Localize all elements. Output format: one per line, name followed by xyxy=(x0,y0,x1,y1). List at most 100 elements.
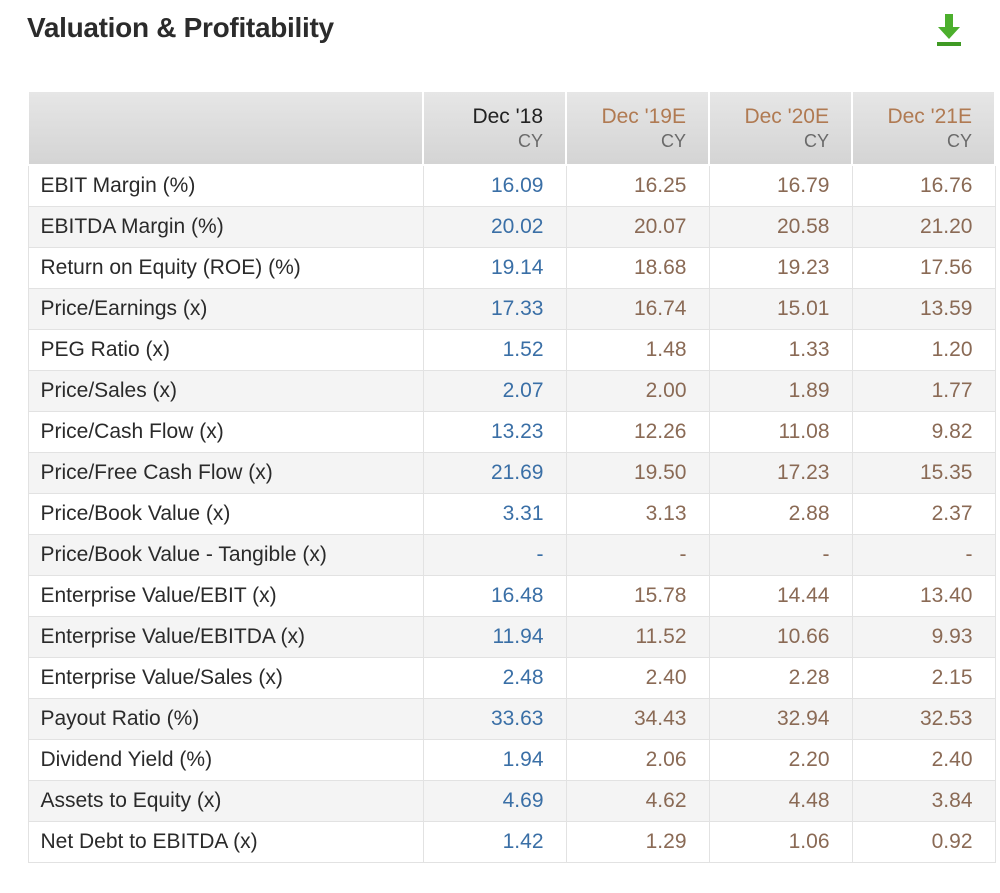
row-label: Dividend Yield (%) xyxy=(27,739,424,781)
table-cell: 11.94 xyxy=(422,616,567,658)
row-label: Price/Book Value (x) xyxy=(27,493,424,535)
table-cell: 14.44 xyxy=(708,575,853,617)
table-cell: - xyxy=(565,534,710,576)
table-cell: 19.50 xyxy=(565,452,710,494)
column-header: Dec '20E CY xyxy=(708,92,853,166)
row-label: Payout Ratio (%) xyxy=(27,698,424,740)
table-cell: 9.82 xyxy=(851,411,996,453)
table-cell: 13.40 xyxy=(851,575,996,617)
table-cell: 2.40 xyxy=(565,657,710,699)
download-arrow-icon xyxy=(937,14,961,46)
table-cell: 3.84 xyxy=(851,780,996,822)
table-cell: 13.23 xyxy=(422,411,567,453)
row-label: Price/Sales (x) xyxy=(27,370,424,412)
table-cell: 2.15 xyxy=(851,657,996,699)
table-row: Price/Book Value - Tangible (x) - - - - xyxy=(27,534,996,576)
table-cell: 20.58 xyxy=(708,206,853,248)
table-cell: 1.48 xyxy=(565,329,710,371)
table-cell: 18.68 xyxy=(565,247,710,289)
table-cell: 15.01 xyxy=(708,288,853,330)
table-row: Enterprise Value/EBIT (x) 16.48 15.78 14.44… xyxy=(27,575,996,617)
column-period: Dec '20E xyxy=(744,105,829,128)
table-cell: 19.14 xyxy=(422,247,567,289)
table-cell: - xyxy=(851,534,996,576)
row-label: Price/Cash Flow (x) xyxy=(27,411,424,453)
table-cell: 2.07 xyxy=(422,370,567,412)
row-label: PEG Ratio (x) xyxy=(27,329,424,371)
table-cell: - xyxy=(708,534,853,576)
table-cell: 0.92 xyxy=(851,821,996,863)
table-cell: 1.33 xyxy=(708,329,853,371)
table-row: Dividend Yield (%) 1.94 2.06 2.20 2.40 xyxy=(27,739,996,781)
table-row: Enterprise Value/EBITDA (x) 11.94 11.52 10.… xyxy=(27,616,996,658)
table-row: Price/Book Value (x) 3.31 3.13 2.88 2.37 xyxy=(27,493,996,535)
table-cell: 16.74 xyxy=(565,288,710,330)
table-cell: - xyxy=(422,534,567,576)
row-label: Price/Earnings (x) xyxy=(27,288,424,330)
column-basis: CY xyxy=(803,131,829,151)
table-cell: 21.20 xyxy=(851,206,996,248)
valuation-table: Dec '18 CY Dec '19E CY Dec '20E CY Dec '21E CY … xyxy=(27,92,996,863)
table-row: EBIT Margin (%) 16.09 16.25 16.79 16.76 xyxy=(27,164,996,207)
row-label: Enterprise Value/Sales (x) xyxy=(27,657,424,699)
table-cell: 11.52 xyxy=(565,616,710,658)
table-cell: 15.78 xyxy=(565,575,710,617)
row-label: EBITDA Margin (%) xyxy=(27,206,424,248)
table-cell: 1.52 xyxy=(422,329,567,371)
row-label: Net Debt to EBITDA (x) xyxy=(27,821,424,863)
table-row: EBITDA Margin (%) 20.02 20.07 20.58 21.20 xyxy=(27,206,996,248)
table-cell: 2.00 xyxy=(565,370,710,412)
table-row: Net Debt to EBITDA (x) 1.42 1.29 1.06 0.92 xyxy=(27,821,996,863)
table-cell: 1.29 xyxy=(565,821,710,863)
column-basis: CY xyxy=(517,131,543,151)
table-cell: 3.13 xyxy=(565,493,710,535)
table-cell: 19.23 xyxy=(708,247,853,289)
page-title: Valuation & Profitability xyxy=(27,12,334,43)
table-cell: 20.07 xyxy=(565,206,710,248)
row-label: Price/Book Value - Tangible (x) xyxy=(27,534,424,576)
column-basis: CY xyxy=(660,131,686,151)
table-cell: 2.37 xyxy=(851,493,996,535)
table-cell: 1.77 xyxy=(851,370,996,412)
table-row: PEG Ratio (x) 1.52 1.48 1.33 1.20 xyxy=(27,329,996,371)
table-cell: 1.42 xyxy=(422,821,567,863)
table-cell: 2.28 xyxy=(708,657,853,699)
table-cell: 3.31 xyxy=(422,493,567,535)
header-corner xyxy=(27,92,424,166)
column-header: Dec '18 CY xyxy=(422,92,567,166)
table-row: Assets to Equity (x) 4.69 4.62 4.48 3.84 xyxy=(27,780,996,822)
table-cell: 13.59 xyxy=(851,288,996,330)
column-header: Dec '19E CY xyxy=(565,92,710,166)
table-cell: 17.33 xyxy=(422,288,567,330)
column-period: Dec '18 xyxy=(472,105,543,128)
table-row: Price/Cash Flow (x) 13.23 12.26 11.08 9.82 xyxy=(27,411,996,453)
table-cell: 16.09 xyxy=(422,164,567,207)
table-row: Price/Free Cash Flow (x) 21.69 19.50 17.23 1… xyxy=(27,452,996,494)
row-label: Return on Equity (ROE) (%) xyxy=(27,247,424,289)
table-cell: 1.89 xyxy=(708,370,853,412)
table-cell: 4.48 xyxy=(708,780,853,822)
column-period: Dec '19E xyxy=(601,105,686,128)
table-cell: 34.43 xyxy=(565,698,710,740)
table-cell: 10.66 xyxy=(708,616,853,658)
table-cell: 1.94 xyxy=(422,739,567,781)
table-cell: 1.06 xyxy=(708,821,853,863)
table-cell: 4.62 xyxy=(565,780,710,822)
table-cell: 9.93 xyxy=(851,616,996,658)
table-cell: 16.79 xyxy=(708,164,853,207)
table-cell: 11.08 xyxy=(708,411,853,453)
table-cell: 17.23 xyxy=(708,452,853,494)
table-cell: 32.53 xyxy=(851,698,996,740)
table-cell: 17.56 xyxy=(851,247,996,289)
table-row: Return on Equity (ROE) (%) 19.14 18.68 19.2… xyxy=(27,247,996,289)
download-button[interactable] xyxy=(934,12,964,48)
table-cell: 2.40 xyxy=(851,739,996,781)
row-label: EBIT Margin (%) xyxy=(27,164,424,207)
table-cell: 2.48 xyxy=(422,657,567,699)
table-header-row: Dec '18 CY Dec '19E CY Dec '20E CY Dec '21E CY xyxy=(27,92,996,166)
row-label: Enterprise Value/EBITDA (x) xyxy=(27,616,424,658)
row-label: Assets to Equity (x) xyxy=(27,780,424,822)
table-cell: 12.26 xyxy=(565,411,710,453)
table-cell: 2.06 xyxy=(565,739,710,781)
table-cell: 2.20 xyxy=(708,739,853,781)
